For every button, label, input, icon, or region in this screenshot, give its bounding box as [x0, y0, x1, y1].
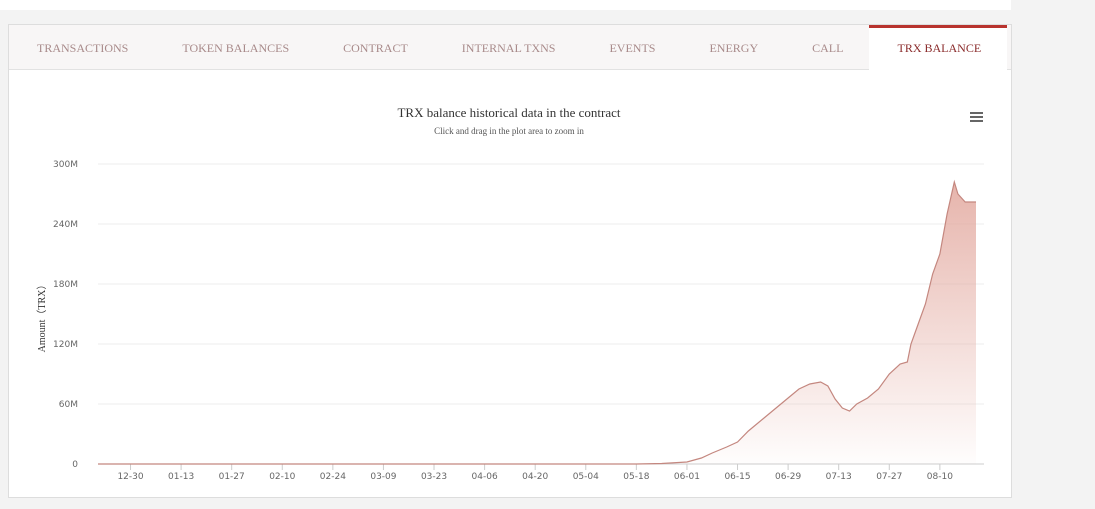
- y-tick-label: 60M: [59, 400, 78, 410]
- x-tick-label: 08-10: [927, 472, 953, 482]
- tab[interactable]: TRX BALANCE: [869, 25, 1008, 70]
- x-tick-label: 06-29: [775, 472, 801, 482]
- y-tick-label: 240M: [53, 220, 78, 230]
- tab-bar: TRANSACTIONS TOKEN BALANCES CONTRACT INTERN…: [9, 25, 1011, 70]
- tab[interactable]: CALL: [812, 41, 844, 55]
- x-tick-label: 06-15: [724, 472, 750, 482]
- x-tick-label: 03-09: [370, 472, 396, 482]
- x-tick-label: 07-27: [876, 472, 902, 482]
- tab[interactable]: TOKEN BALANCES: [182, 41, 290, 55]
- x-tick-label: 04-06: [472, 472, 498, 482]
- x-tick-label: 01-27: [219, 472, 245, 482]
- x-tick-label: 03-23: [421, 472, 447, 482]
- y-tick-label: 120M: [53, 340, 78, 350]
- y-tick-label: 0: [72, 460, 78, 470]
- menu-bar: [970, 112, 983, 114]
- x-tick-label: 02-10: [269, 472, 295, 482]
- x-tick-label: 06-01: [674, 472, 700, 482]
- area: [98, 182, 976, 464]
- x-tick-label: 05-04: [573, 472, 599, 482]
- tab[interactable]: EVENTS: [609, 41, 656, 55]
- tab[interactable]: CONTRACT: [343, 41, 408, 55]
- top-strip: [0, 0, 1011, 10]
- x-tick-label: 04-20: [522, 472, 548, 482]
- tab[interactable]: ENERGY: [709, 41, 759, 55]
- menu-bar: [970, 120, 983, 122]
- y-axis-label: Amount（TRX）: [36, 280, 48, 353]
- tab[interactable]: INTERNAL TXNS: [461, 41, 556, 55]
- x-tick-label: 02-24: [320, 472, 346, 482]
- x-tick-label: 12-30: [117, 472, 143, 482]
- chart-title: TRX balance historical data in the contr…: [397, 105, 620, 120]
- y-tick-label: 300M: [53, 160, 78, 170]
- tab[interactable]: TRANSACTIONS: [37, 41, 129, 55]
- x-tick-label: 01-13: [168, 472, 194, 482]
- y-tick-label: 180M: [53, 280, 78, 290]
- menu-button[interactable]: [970, 112, 983, 122]
- x-tick-label: 07-13: [826, 472, 852, 482]
- menu-bar: [970, 116, 983, 118]
- chart-subtitle: Click and drag in the plot area to zoom …: [434, 126, 584, 136]
- line: [98, 179, 976, 465]
- x-tick-label: 05-18: [623, 472, 649, 482]
